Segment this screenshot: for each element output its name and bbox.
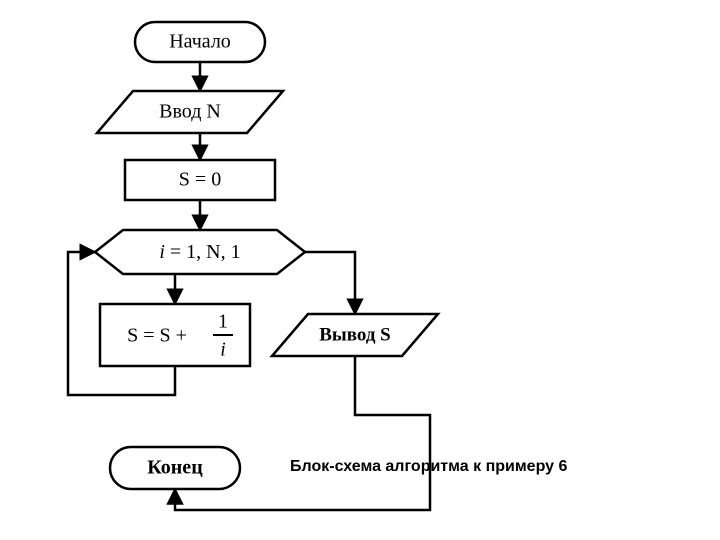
caption-text: Блок-схема алгоритма к примеру 6 (290, 458, 567, 476)
svg-text:S = 0: S = 0 (179, 169, 221, 191)
svg-text:i: i (220, 339, 226, 361)
svg-text:1: 1 (218, 311, 228, 333)
svg-text:Конец: Конец (147, 457, 203, 479)
svg-text:S = S +: S = S + (127, 325, 187, 347)
svg-text:Вывод S: Вывод S (319, 324, 391, 345)
flowchart-nodes: Начало Ввод N S = 0 i = 1, N, 1 S = S + 1 i Выв… (95, 22, 438, 489)
svg-text:Начало: Начало (169, 31, 231, 53)
svg-text:Ввод N: Ввод N (159, 101, 221, 123)
svg-text:i = 1, N, 1: i = 1, N, 1 (159, 241, 240, 263)
